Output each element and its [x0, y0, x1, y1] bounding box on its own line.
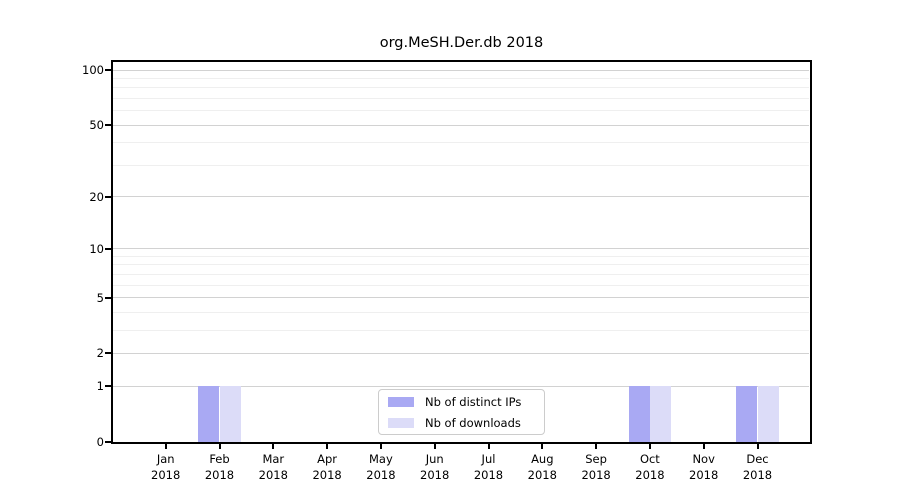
- y-minor-gridline: [113, 329, 809, 331]
- y-major-gridline: [113, 69, 809, 71]
- x-tick-mark: [433, 442, 436, 449]
- y-major-gridline: [113, 297, 809, 299]
- x-tick-mark: [595, 442, 598, 449]
- y-minor-gridline: [113, 273, 809, 275]
- x-tick-mark: [218, 442, 221, 449]
- x-tick-label: Sep 2018: [568, 452, 624, 483]
- x-tick-label: May 2018: [353, 452, 409, 483]
- y-tick-mark: [105, 296, 112, 299]
- y-tick-label: 0: [96, 435, 104, 449]
- x-tick-label-month: Apr: [317, 452, 338, 466]
- x-tick-mark: [379, 442, 382, 449]
- x-tick-mark: [541, 442, 544, 449]
- x-tick-label: Aug 2018: [514, 452, 570, 483]
- y-minor-gridline: [113, 164, 809, 166]
- x-tick-label: Oct 2018: [622, 452, 678, 483]
- y-tick-mark: [105, 247, 112, 250]
- x-tick-label-year: 2018: [473, 467, 504, 482]
- y-tick-label: 1: [96, 379, 104, 394]
- x-tick-label-month: Jun: [425, 452, 444, 466]
- y-tick-label: 5: [96, 290, 104, 305]
- y-minor-gridline: [113, 110, 809, 112]
- y-minor-gridline: [113, 256, 809, 257]
- y-tick-mark: [105, 124, 112, 127]
- x-tick-mark: [487, 442, 490, 449]
- y-tick-mark: [105, 352, 112, 355]
- legend-label-downloads: Nb of downloads: [425, 415, 521, 430]
- bar-downloads: [219, 386, 241, 442]
- y-minor-gridline: [113, 284, 809, 286]
- x-tick-label-year: 2018: [312, 467, 342, 482]
- plot-area: [111, 60, 812, 444]
- x-tick-label-month: May: [369, 452, 393, 466]
- x-tick-label-year: 2018: [527, 467, 557, 482]
- x-tick-label: Jul 2018: [461, 452, 517, 483]
- x-tick-label: Nov 2018: [676, 452, 732, 483]
- y-minor-gridline: [113, 78, 809, 80]
- bar-distinct-ips: [198, 386, 220, 442]
- x-tick-label-year: 2018: [204, 467, 235, 482]
- bar-distinct-ips: [736, 386, 758, 442]
- y-minor-gridline: [113, 142, 809, 144]
- x-tick-label-month: Nov: [692, 452, 715, 466]
- y-tick-mark: [105, 69, 112, 72]
- y-tick-mark: [105, 195, 112, 198]
- x-tick-mark: [702, 442, 705, 449]
- y-minor-gridline: [113, 264, 809, 266]
- x-tick-label: Feb 2018: [192, 452, 248, 483]
- y-tick-mark: [105, 385, 112, 388]
- bar-distinct-ips: [628, 386, 650, 442]
- x-tick-label: Dec 2018: [730, 452, 786, 483]
- x-tick-label-year: 2018: [742, 467, 773, 482]
- x-tick-label-year: 2018: [689, 467, 719, 482]
- x-tick-label: Mar 2018: [245, 452, 301, 483]
- legend-label-distinct-ips: Nb of distinct IPs: [425, 394, 522, 409]
- x-tick-label-month: Feb: [209, 452, 230, 466]
- bar-downloads: [757, 386, 779, 442]
- x-tick-label-year: 2018: [151, 467, 181, 482]
- x-tick-label-year: 2018: [258, 467, 288, 482]
- y-tick-label: 100: [82, 63, 104, 78]
- x-tick-label: Jan 2018: [138, 452, 194, 483]
- bar-downloads: [649, 386, 672, 442]
- x-tick-mark: [326, 442, 329, 449]
- x-tick-label-year: 2018: [366, 467, 396, 482]
- x-tick-label-month: Dec: [746, 452, 769, 466]
- y-major-gridline: [113, 196, 809, 198]
- y-major-gridline: [113, 124, 809, 126]
- x-tick-label: Jun 2018: [407, 452, 463, 483]
- x-tick-mark: [164, 442, 167, 449]
- y-minor-gridline: [113, 98, 809, 100]
- x-tick-label-month: Mar: [262, 452, 285, 466]
- legend-swatch-downloads: [388, 417, 414, 428]
- y-tick-label: 2: [96, 346, 104, 361]
- y-major-gridline: [113, 352, 809, 354]
- legend-item-distinct-ips: Nb of distinct IPs: [388, 395, 535, 409]
- x-tick-label: Apr 2018: [299, 452, 355, 483]
- y-tick-mark: [105, 441, 112, 443]
- y-minor-gridline: [113, 311, 809, 313]
- x-tick-label-month: Jul: [481, 452, 496, 466]
- x-tick-label-year: 2018: [420, 467, 450, 482]
- y-major-gridline: [113, 385, 809, 387]
- y-tick-label: 20: [89, 189, 104, 204]
- x-tick-mark: [648, 442, 651, 449]
- y-tick-label: 10: [89, 241, 104, 256]
- x-tick-label-year: 2018: [581, 467, 611, 482]
- y-minor-gridline: [113, 87, 809, 89]
- x-tick-mark: [272, 442, 275, 449]
- legend-item-downloads: Nb of downloads: [388, 416, 535, 430]
- legend-swatch-distinct-ips: [388, 396, 414, 407]
- y-tick-label: 50: [89, 118, 104, 133]
- chart-title: org.MeSH.Der.db 2018: [379, 35, 544, 51]
- x-tick-label-year: 2018: [635, 467, 665, 482]
- y-major-gridline: [113, 248, 809, 250]
- x-tick-mark: [756, 442, 759, 449]
- legend: Nb of distinct IPs Nb of downloads: [378, 389, 545, 435]
- x-tick-label-month: Sep: [585, 452, 607, 466]
- x-tick-label-month: Jan: [156, 452, 175, 466]
- x-tick-label-month: Aug: [531, 452, 554, 466]
- x-tick-label-month: Oct: [639, 452, 660, 466]
